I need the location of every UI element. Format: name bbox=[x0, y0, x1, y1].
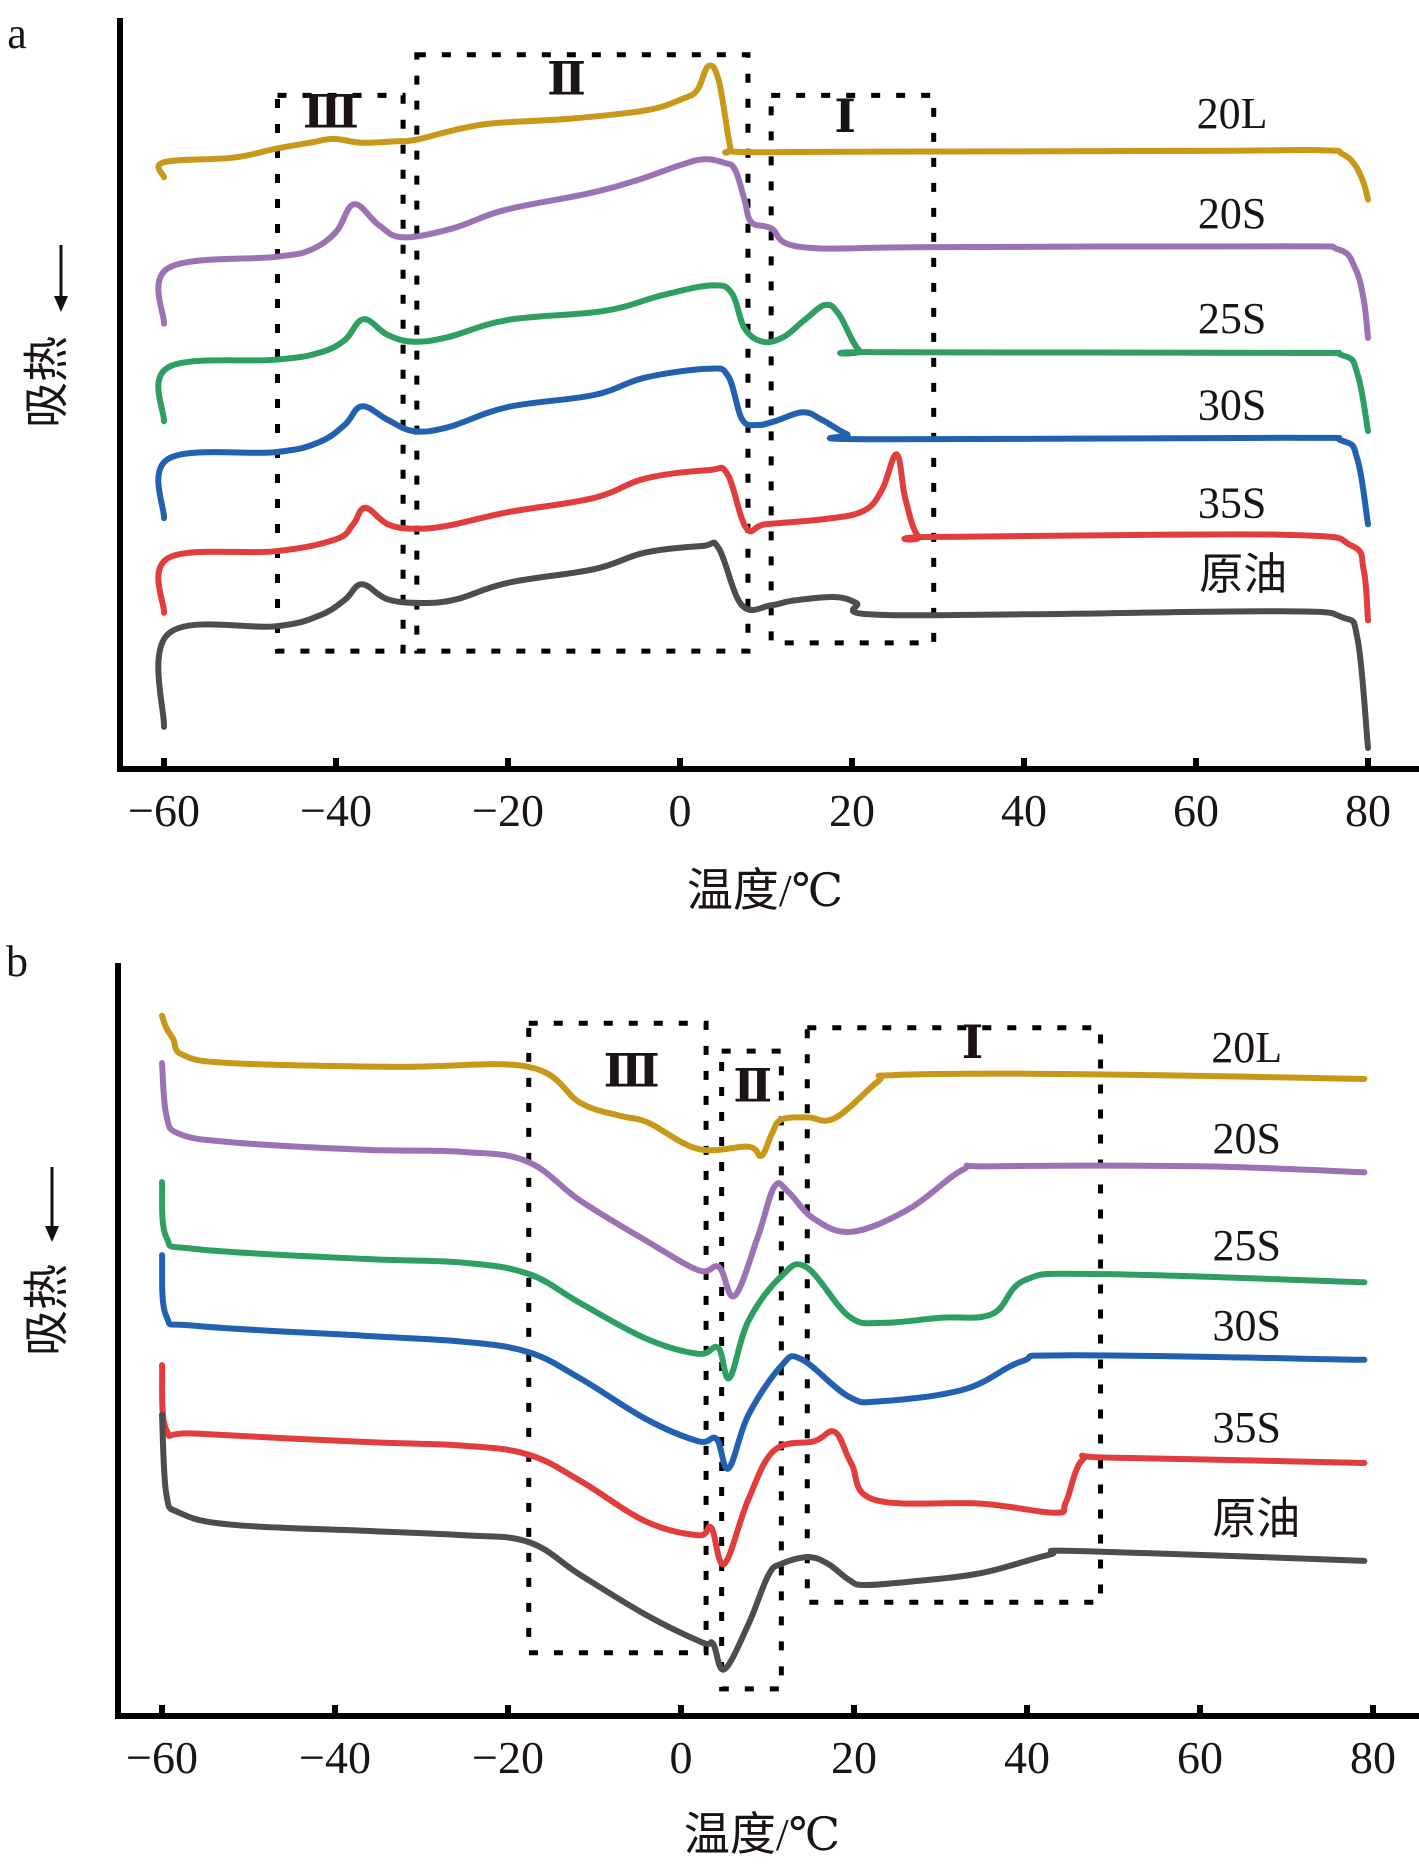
region-label: Ⅰ bbox=[834, 91, 856, 142]
x-tick-label: 40 bbox=[1004, 1732, 1050, 1783]
series-label: 25S bbox=[1198, 294, 1266, 343]
series-line bbox=[159, 1362, 1368, 1568]
region-box bbox=[768, 92, 937, 646]
region-label: Ⅱ bbox=[547, 54, 586, 105]
x-tick-label: −20 bbox=[472, 785, 544, 836]
region-label: Ⅱ bbox=[733, 1061, 772, 1112]
series-label: 20S bbox=[1212, 1114, 1280, 1163]
arrow-down-icon bbox=[45, 1167, 59, 1242]
series-label: 20L bbox=[1211, 1023, 1282, 1072]
series-line bbox=[155, 62, 1371, 203]
series-line bbox=[159, 1012, 1368, 1160]
x-tick-label: 80 bbox=[1350, 1732, 1396, 1783]
panel-label: b bbox=[6, 937, 28, 986]
x-tick-label: −20 bbox=[472, 1732, 544, 1783]
x-tick-label: 20 bbox=[829, 785, 875, 836]
panel-label: a bbox=[7, 9, 27, 58]
series-label: 30S bbox=[1212, 1301, 1280, 1350]
series-line bbox=[155, 365, 1371, 528]
series-label: 原油 bbox=[1212, 1494, 1300, 1543]
x-tick-label: 60 bbox=[1173, 785, 1219, 836]
x-tick-label: −40 bbox=[300, 785, 372, 836]
series-line bbox=[159, 1179, 1368, 1382]
series-line bbox=[155, 451, 1371, 624]
x-tick-label: −60 bbox=[128, 785, 200, 836]
series-line bbox=[159, 1411, 1368, 1673]
region-box bbox=[804, 1025, 1104, 1605]
y-axis-title: 吸热 bbox=[22, 1264, 73, 1356]
arrow-down-icon bbox=[54, 245, 68, 312]
series-label: 25S bbox=[1212, 1221, 1280, 1270]
x-tick-label: 60 bbox=[1177, 1732, 1223, 1783]
series-label: 30S bbox=[1198, 380, 1266, 429]
panel-b: b −60 −40 −20 0 20 40 60 80 温度/℃ 吸热 Ⅲ Ⅱ Ⅰ 20L 20S 25S 30S… bbox=[6, 937, 1419, 1860]
series-line bbox=[155, 156, 1371, 341]
series-label: 35S bbox=[1198, 479, 1266, 528]
region-label: Ⅰ bbox=[962, 1017, 984, 1068]
x-axis-title: 温度/℃ bbox=[687, 865, 843, 916]
x-tick-label: 0 bbox=[670, 1732, 693, 1783]
x-tick-label: 80 bbox=[1345, 785, 1391, 836]
x-tick-label: −60 bbox=[126, 1732, 198, 1783]
series-line bbox=[155, 282, 1371, 435]
x-tick-label: 40 bbox=[1001, 785, 1047, 836]
region-box bbox=[414, 52, 751, 654]
x-axis-title: 温度/℃ bbox=[684, 1809, 840, 1860]
x-tick-label: −40 bbox=[299, 1732, 371, 1783]
series-line bbox=[155, 539, 1371, 751]
region-box bbox=[275, 92, 406, 654]
series-label: 20S bbox=[1198, 189, 1266, 238]
x-tick-label: 0 bbox=[669, 785, 692, 836]
series-line bbox=[159, 1252, 1368, 1472]
region-label: Ⅲ bbox=[303, 87, 359, 138]
panel-a: a −60 −40 −20 0 20 40 60 80 温度/℃ 吸热 Ⅲ Ⅱ Ⅰ 20L 20S 25S 30S… bbox=[7, 9, 1419, 916]
series-label: 35S bbox=[1212, 1403, 1280, 1452]
series-label: 20L bbox=[1197, 89, 1268, 138]
series-line bbox=[159, 1060, 1368, 1300]
series-label: 原油 bbox=[1199, 550, 1287, 599]
x-tick-label: 20 bbox=[831, 1732, 877, 1783]
y-axis-title: 吸热 bbox=[22, 336, 73, 428]
region-label: Ⅲ bbox=[604, 1046, 660, 1097]
